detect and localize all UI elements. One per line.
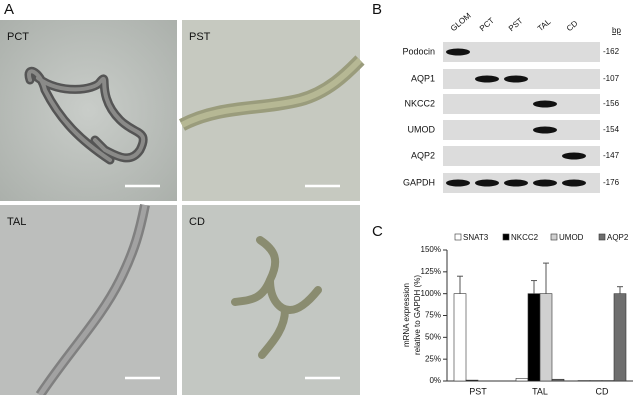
x-tick-label: PST [469, 386, 487, 395]
error-bar [543, 262, 549, 294]
y-tick-label: 50% [425, 332, 441, 341]
image-label: TAL [7, 216, 26, 228]
panel-label: C [372, 223, 383, 240]
bar [515, 378, 529, 382]
gel-band [446, 48, 470, 56]
bar [453, 293, 467, 382]
y-tick-label: 125% [421, 267, 441, 276]
lane-label: CD [565, 19, 580, 33]
legend-swatch [502, 233, 510, 241]
error-bar [617, 286, 623, 294]
image-label: PST [189, 31, 211, 43]
panel-label: B [372, 1, 382, 18]
row-label: GAPDH [403, 177, 435, 187]
gel-band [533, 126, 557, 134]
panel-label: A [4, 1, 14, 18]
y-tick-label: 25% [425, 354, 441, 363]
bp-label: -162 [603, 47, 620, 56]
bp-header: bp [612, 26, 621, 35]
bp-label: -107 [603, 74, 620, 83]
y-tick-label: 100% [421, 289, 441, 298]
legend-label: SNAT3 [463, 233, 489, 242]
legend-label: NKCC2 [511, 233, 539, 242]
micrograph [0, 204, 177, 395]
bar [527, 293, 541, 382]
gel-strip [443, 120, 600, 140]
gel-band [533, 100, 557, 108]
y-tick-label: 150% [421, 245, 441, 254]
lane-label: PST [507, 16, 525, 33]
gel-strip [443, 94, 600, 114]
gel-band [475, 179, 499, 187]
gel-strip [443, 42, 600, 62]
error-bar [531, 280, 537, 294]
y-axis-label: mRNA expression [402, 283, 411, 347]
error-bar [457, 275, 463, 294]
lane-label: TAL [536, 17, 553, 33]
image-label: PCT [7, 31, 29, 43]
row-label: Podocin [402, 46, 435, 56]
gel-band [533, 179, 557, 187]
bp-label: -147 [603, 151, 620, 160]
micrograph [178, 20, 365, 201]
legend-label: UMOD [559, 233, 584, 242]
lane-label: PCT [478, 16, 496, 33]
y-axis-label: relative to GAPDH (%) [413, 275, 422, 355]
gel-band [446, 179, 470, 187]
legend-swatch [454, 233, 462, 241]
gel-band [562, 179, 586, 187]
bp-label: -154 [603, 125, 620, 134]
gel-band [504, 75, 528, 83]
micrograph [182, 205, 360, 395]
row-label: UMOD [408, 124, 436, 134]
bar [613, 293, 627, 382]
legend-swatch [550, 233, 558, 241]
gel-band [504, 179, 528, 187]
micrograph [0, 20, 177, 201]
y-tick-label: 75% [425, 311, 441, 320]
row-label: AQP2 [411, 150, 435, 160]
legend-label: AQP2 [607, 233, 629, 242]
bp-label: -176 [603, 178, 620, 187]
gel-strip [443, 146, 600, 166]
bar [551, 378, 565, 382]
x-tick-label: CD [596, 386, 609, 395]
image-label: CD [189, 216, 205, 228]
lane-label: GLOM [449, 11, 473, 33]
y-tick-label: 0% [429, 376, 441, 385]
bar-chart: mRNA expression relative to GAPDH (%) 0% 25… [402, 233, 633, 395]
row-label: AQP1 [411, 73, 435, 83]
bar [539, 293, 553, 382]
gel-band [562, 152, 586, 160]
gel-band [475, 75, 499, 83]
x-tick-label: TAL [532, 386, 548, 395]
bar [465, 379, 479, 382]
bp-label: -156 [603, 99, 620, 108]
row-label: NKCC2 [404, 98, 435, 108]
gel: GLOM PCT PST TAL CD Podocin -162 AQP1 -107 NKCC2 -… [402, 11, 620, 193]
legend-swatch [598, 233, 606, 241]
